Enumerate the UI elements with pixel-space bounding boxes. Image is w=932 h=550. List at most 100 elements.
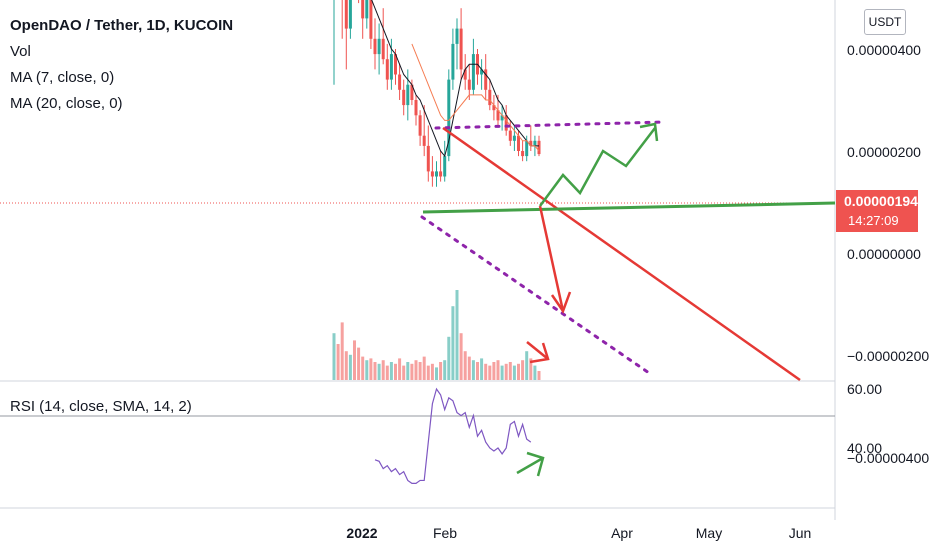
candle-body [435, 171, 438, 177]
volume-bar [496, 360, 500, 380]
volume-bar [353, 340, 356, 380]
volume-bar [430, 363, 434, 380]
candle-body [348, 0, 352, 29]
ma7-label: MA (7, close, 0) [10, 69, 115, 86]
volume-bar [365, 360, 369, 380]
volume-bar [369, 358, 373, 380]
rsi-pane [374, 387, 532, 484]
last-price-value: 0.00000194 [844, 193, 918, 209]
volume-bar [529, 358, 533, 380]
time-tick-label: Jun [789, 525, 812, 541]
volume-bar [484, 363, 488, 380]
volume-bar [377, 363, 381, 380]
volume-bar [492, 362, 496, 380]
candle-body [471, 54, 475, 90]
bullish-arrow-path [538, 127, 656, 207]
volume-label: Vol [10, 43, 31, 60]
candle-body [426, 145, 430, 172]
volume-bar [435, 367, 438, 380]
bar-countdown: 14:27:09 [848, 213, 899, 228]
price-tick-label: −0.00000200 [847, 348, 929, 364]
volume-bar [455, 290, 459, 380]
candle-body [488, 89, 492, 106]
volume-bar [426, 365, 430, 380]
volume-bar [410, 363, 414, 380]
candle-body [512, 135, 516, 141]
volume-bar [398, 358, 402, 380]
volume-bar [467, 356, 471, 380]
volume-bar [394, 363, 397, 380]
rsi-line [374, 387, 532, 484]
time-tick-label: Apr [611, 525, 633, 541]
symbol-title: OpenDAO / Tether, 1D, KUCOIN [10, 17, 234, 34]
price-axis: 0.000008000.000006000.000004000.00000200… [847, 42, 929, 466]
volume-bar [504, 363, 508, 380]
trend-annotations [420, 120, 836, 477]
candle-body [344, 0, 348, 29]
currency-button[interactable]: USDT [864, 9, 906, 35]
volume-bar [537, 371, 541, 380]
candle-body [389, 54, 393, 80]
rsi-arrow-shaft [516, 456, 544, 475]
candle-body [455, 28, 459, 44]
price-tick-label: 0.00000200 [847, 144, 921, 160]
volume-bar [508, 362, 512, 380]
rsi-arrow-head [526, 451, 545, 477]
time-tick-label: Feb [433, 525, 457, 541]
candle-body [414, 100, 418, 116]
volume-arrow-shaft [526, 341, 549, 360]
candle-body [447, 79, 451, 157]
candle-body [373, 38, 377, 55]
candle-body [492, 105, 496, 111]
volume-bar [414, 360, 418, 380]
volume-bar [336, 344, 340, 380]
candle-body [422, 135, 426, 146]
candle-body [459, 28, 463, 70]
moving-average-lines [371, 0, 540, 158]
volume-bar [406, 362, 410, 380]
rsi-tick-label: 40.00 [847, 440, 882, 456]
volume-bar [471, 360, 475, 380]
candle-body [537, 140, 541, 155]
rsi-label: RSI (14, close, SMA, 14, 2) [10, 398, 192, 415]
volume-bar [373, 362, 377, 380]
candle-body [525, 140, 529, 157]
rsi-tick-label: 60.00 [847, 381, 882, 397]
candle-body [529, 140, 533, 146]
candle-body [439, 171, 443, 177]
volume-bar [357, 347, 361, 380]
time-axis: 2022 Feb Apr May Jun [346, 525, 811, 541]
bearish-arrow-head [550, 291, 572, 314]
candle-body [365, 0, 369, 19]
candle-body [443, 156, 447, 177]
volume-bar [439, 362, 443, 380]
candle-body [504, 115, 508, 131]
volume-bar [402, 365, 406, 380]
volume-bar [361, 356, 365, 380]
volume-bars [332, 290, 541, 380]
candle-body [500, 115, 504, 121]
volume-bar [389, 362, 393, 380]
candle-body [402, 89, 406, 106]
resistance-dotted-line [434, 120, 667, 130]
candle-body [451, 43, 455, 80]
volume-bar [447, 336, 451, 380]
candle-body [377, 38, 381, 55]
candle-body [508, 130, 512, 141]
volume-bar [344, 351, 348, 380]
candle-body [398, 74, 402, 90]
candle-body [467, 79, 471, 90]
candle-body [496, 110, 500, 121]
candle-body [410, 84, 414, 100]
candle-body [480, 69, 484, 75]
volume-bar [500, 365, 504, 380]
ma20-line [411, 43, 540, 152]
candle-body [406, 84, 410, 106]
support-dotted-line [420, 215, 654, 377]
volume-bar [348, 354, 352, 380]
bullish-arrow-head [639, 122, 659, 142]
volume-bar [480, 358, 484, 380]
candle-body [394, 54, 397, 75]
volume-bar [459, 333, 463, 380]
